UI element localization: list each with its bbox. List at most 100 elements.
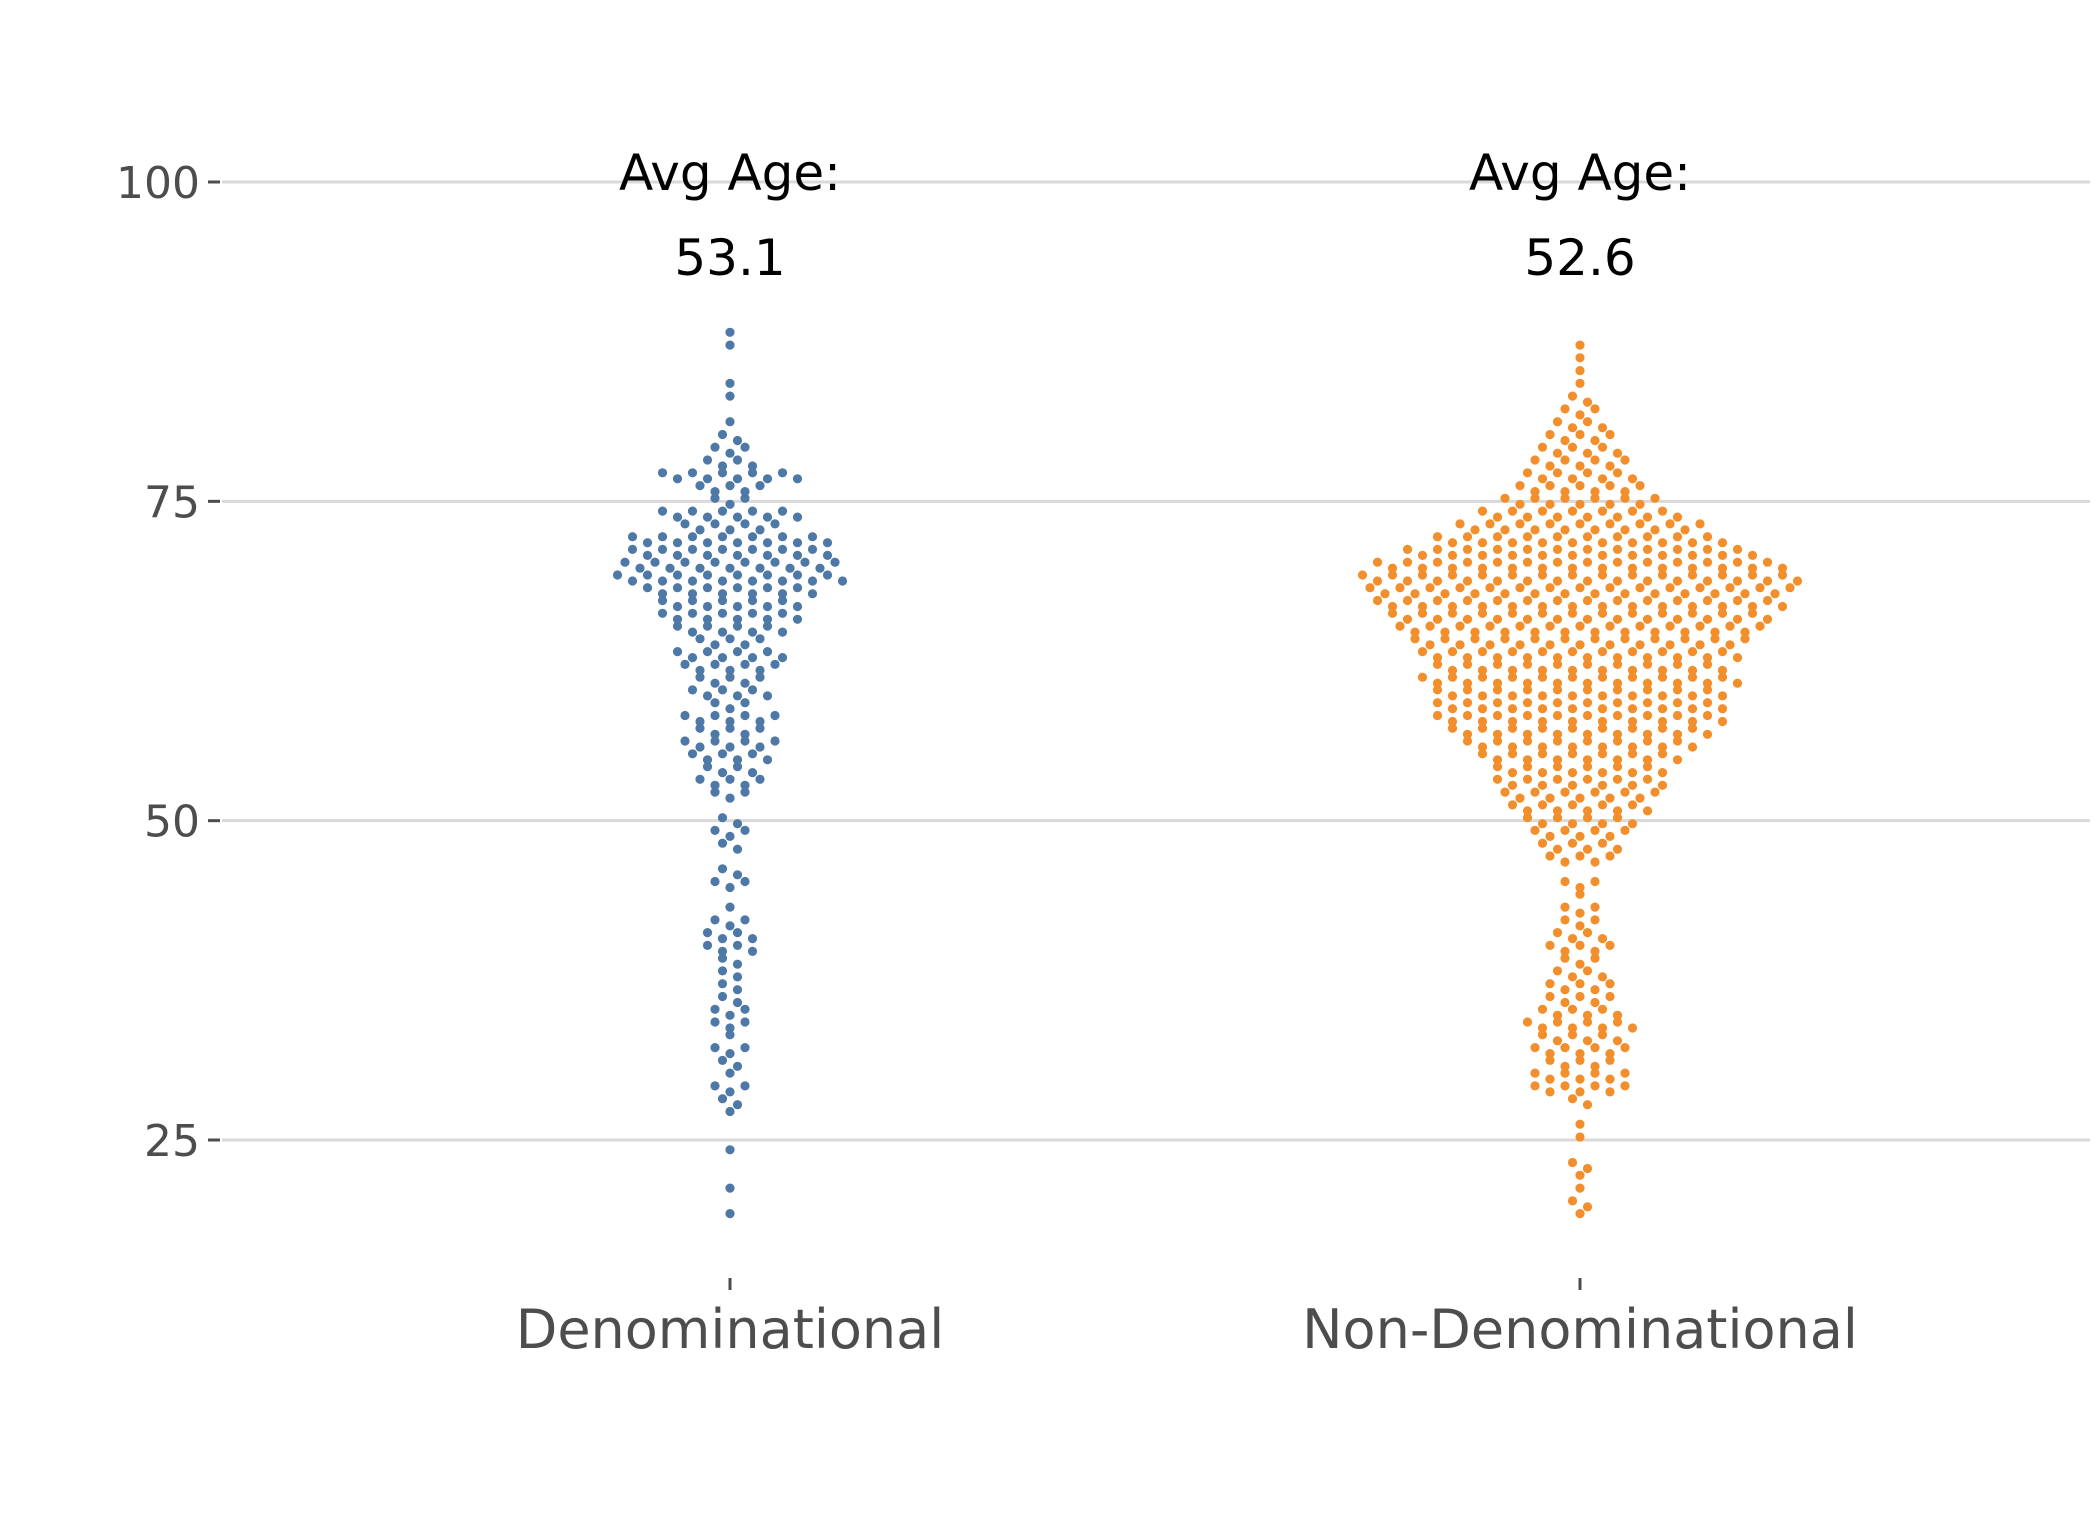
data-point bbox=[1687, 570, 1698, 580]
data-point bbox=[1582, 614, 1593, 624]
data-point bbox=[1567, 442, 1578, 452]
data-point bbox=[1702, 710, 1713, 721]
data-point bbox=[1717, 647, 1728, 657]
data-point bbox=[1657, 691, 1668, 701]
data-point bbox=[1627, 716, 1638, 727]
data-point bbox=[777, 595, 788, 606]
data-point bbox=[740, 915, 750, 925]
data-point bbox=[717, 934, 728, 944]
data-point bbox=[1597, 768, 1608, 778]
data-point bbox=[732, 928, 743, 938]
avg-age-label: Avg Age: bbox=[619, 144, 841, 202]
data-point bbox=[717, 1055, 728, 1065]
data-point bbox=[732, 474, 743, 484]
data-point bbox=[1657, 749, 1668, 759]
data-point bbox=[1627, 749, 1638, 759]
data-point bbox=[1612, 806, 1623, 816]
data-point bbox=[1560, 525, 1570, 535]
data-point bbox=[1582, 685, 1593, 695]
data-point bbox=[725, 882, 735, 893]
data-point bbox=[1597, 665, 1608, 676]
data-point bbox=[762, 691, 773, 701]
data-point bbox=[1582, 774, 1593, 784]
data-point bbox=[1522, 755, 1533, 765]
data-point bbox=[747, 685, 758, 695]
data-point bbox=[747, 589, 758, 599]
data-point bbox=[1552, 595, 1563, 606]
data-point bbox=[1702, 557, 1713, 567]
data-point bbox=[717, 429, 728, 440]
data-point bbox=[1410, 634, 1420, 644]
data-point bbox=[702, 940, 713, 951]
data-point bbox=[1552, 966, 1563, 976]
data-point bbox=[1560, 997, 1570, 1008]
data-point bbox=[1567, 601, 1578, 612]
data-point bbox=[1717, 704, 1728, 714]
data-point bbox=[1575, 378, 1585, 388]
data-point bbox=[1537, 474, 1548, 484]
data-point bbox=[1492, 532, 1503, 542]
data-point bbox=[732, 647, 743, 657]
data-point bbox=[1530, 1081, 1540, 1091]
data-point bbox=[717, 544, 728, 555]
data-point bbox=[1575, 1087, 1585, 1097]
data-point bbox=[1582, 417, 1593, 427]
data-point bbox=[1590, 525, 1600, 535]
data-point bbox=[1522, 736, 1533, 746]
data-point bbox=[1620, 487, 1630, 497]
data-point bbox=[657, 532, 668, 542]
data-point bbox=[1477, 691, 1488, 701]
data-point bbox=[815, 563, 825, 573]
data-point bbox=[762, 474, 773, 484]
data-point bbox=[1432, 659, 1443, 670]
data-point bbox=[725, 499, 735, 509]
data-point bbox=[1687, 550, 1698, 561]
data-point bbox=[657, 468, 668, 478]
data-point bbox=[717, 946, 728, 957]
data-point bbox=[1492, 698, 1503, 708]
data-point bbox=[1560, 857, 1570, 867]
data-point bbox=[1552, 844, 1563, 854]
data-point bbox=[1545, 499, 1555, 509]
data-point bbox=[1537, 608, 1548, 618]
data-point bbox=[1515, 793, 1525, 803]
data-point bbox=[1492, 774, 1503, 784]
data-point bbox=[695, 774, 705, 784]
data-point bbox=[1687, 665, 1698, 676]
data-point bbox=[710, 493, 720, 503]
data-point bbox=[732, 959, 743, 969]
data-point bbox=[740, 1081, 750, 1091]
data-point bbox=[710, 1043, 720, 1053]
data-point bbox=[1387, 570, 1398, 580]
data-point bbox=[1545, 979, 1555, 989]
data-point bbox=[1597, 780, 1608, 790]
data-point bbox=[1522, 729, 1533, 739]
data-point bbox=[1530, 1043, 1540, 1053]
data-point bbox=[1507, 538, 1518, 548]
data-point bbox=[1477, 749, 1488, 759]
data-point bbox=[1402, 595, 1413, 606]
data-point bbox=[747, 749, 758, 759]
data-point bbox=[1462, 685, 1473, 695]
data-point bbox=[1612, 1017, 1623, 1027]
data-point bbox=[1665, 640, 1675, 650]
data-point bbox=[687, 653, 698, 663]
data-point bbox=[1657, 672, 1668, 682]
data-point bbox=[777, 653, 788, 663]
data-point bbox=[1687, 672, 1698, 682]
data-point bbox=[1702, 544, 1713, 555]
data-point bbox=[1552, 774, 1563, 784]
data-point bbox=[1552, 698, 1563, 708]
data-point bbox=[1447, 723, 1458, 733]
data-point bbox=[747, 653, 758, 663]
data-point bbox=[1425, 621, 1435, 631]
data-point bbox=[740, 1043, 750, 1053]
data-point bbox=[747, 468, 758, 478]
data-point bbox=[717, 1094, 728, 1104]
data-point bbox=[1642, 653, 1653, 663]
data-point bbox=[1462, 595, 1473, 606]
data-point bbox=[1455, 583, 1465, 593]
data-point bbox=[702, 762, 713, 772]
data-point bbox=[1432, 698, 1443, 708]
data-point bbox=[1462, 659, 1473, 670]
